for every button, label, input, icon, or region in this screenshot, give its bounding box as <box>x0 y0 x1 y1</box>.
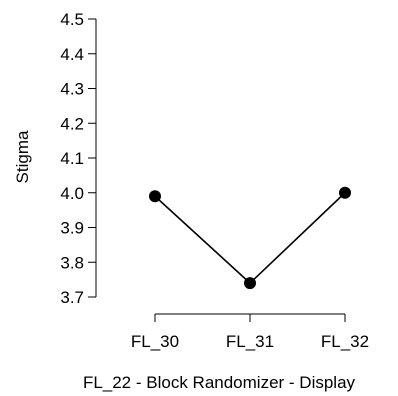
y-tick-label: 4.3 <box>60 80 84 99</box>
y-tick-label: 3.9 <box>60 219 84 238</box>
x-tick-label: FL_32 <box>321 332 369 351</box>
y-tick-label: 3.8 <box>60 253 84 272</box>
y-tick-label: 4.5 <box>60 10 84 29</box>
x-tick-label: FL_31 <box>226 332 274 351</box>
series-layer <box>149 186 351 290</box>
x-tick-label: FL_30 <box>131 332 179 351</box>
x-axis: FL_30 FL_31 FL_32 <box>131 313 369 351</box>
y-tick-label: 4.0 <box>60 184 84 203</box>
y-tick-label: 3.7 <box>60 288 84 307</box>
x-axis-title: FL_22 - Block Randomizer - Display <box>83 373 356 392</box>
y-tick-label: 4.4 <box>60 45 84 64</box>
y-tick-label: 4.2 <box>60 114 84 133</box>
data-point <box>244 277 256 290</box>
data-point <box>339 186 351 199</box>
data-point <box>149 190 161 203</box>
y-tick-label: 4.1 <box>60 149 84 168</box>
series-line <box>154 192 346 285</box>
y-axis: 3.7 3.8 3.9 4.0 4.1 4.2 4.3 4.4 4.5 <box>60 10 97 307</box>
y-axis-title: Stigma <box>13 130 32 183</box>
